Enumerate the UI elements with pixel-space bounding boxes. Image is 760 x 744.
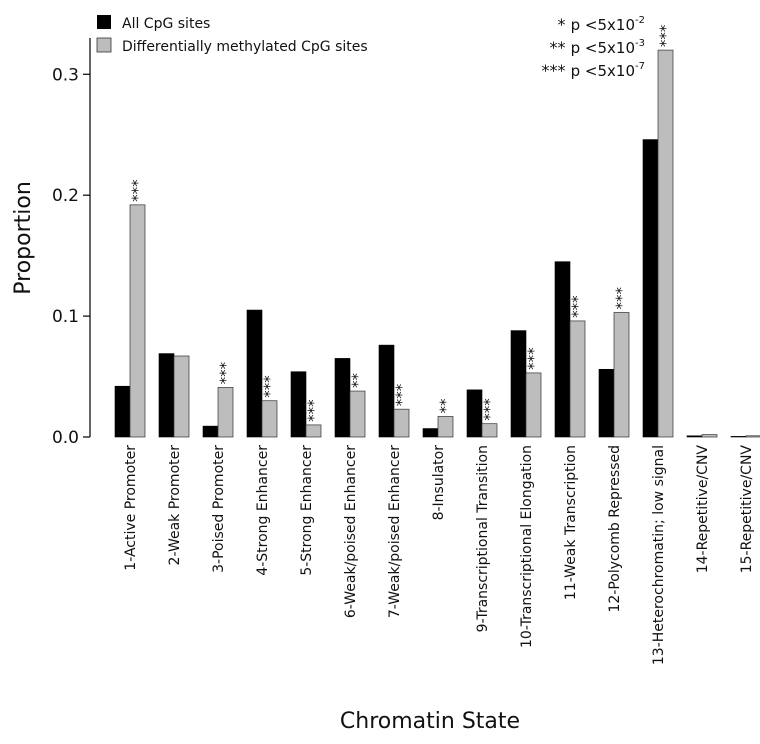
significance-marker: **	[437, 398, 455, 414]
y-tick-label: 0.0	[52, 428, 79, 448]
y-axis-title: Proportion	[11, 181, 36, 295]
x-tick-label: 14-Repetitive/CNV	[695, 445, 711, 574]
significance-marker: ***	[525, 347, 543, 370]
significance-stars: *	[558, 15, 571, 34]
bar-all-cpg	[114, 385, 131, 438]
significance-legend-entry: * p <5x10-2	[558, 15, 645, 34]
y-tick-label: 0.2	[52, 186, 79, 206]
bar-all-cpg	[158, 353, 175, 438]
bar-all-cpg	[510, 330, 527, 438]
significance-marker: ***	[217, 361, 235, 384]
significance-marker: ***	[613, 286, 631, 309]
x-tick-label: 10-Transcriptional Elongation	[519, 445, 535, 648]
significance-marker: **	[349, 373, 367, 389]
significance-legend: * p <5x10-2 ** p <5x10-3 *** p <5x10-7	[542, 15, 645, 80]
significance-legend-entry: ** p <5x10-3	[550, 38, 645, 57]
x-tick-label: 1-Active Promoter	[123, 445, 139, 571]
bar-all-cpg	[642, 139, 659, 438]
bar-dm-cpg	[393, 408, 410, 438]
significance-marker: ***	[657, 24, 675, 47]
bar-all-cpg	[290, 371, 307, 438]
bar-dm-cpg	[613, 312, 630, 438]
x-tick-label: 6-Weak/poised Enhancer	[343, 445, 359, 618]
x-tick-label: 12-Polycomb Repressed	[607, 445, 623, 613]
bar-dm-cpg	[129, 204, 146, 438]
x-tick-label: 3-Poised Promoter	[211, 445, 227, 573]
significance-marker: ***	[393, 383, 411, 406]
bar-dm-cpg	[657, 49, 674, 438]
x-tick-label: 9-Transcriptional Transition	[475, 445, 491, 632]
bar-all-cpg	[246, 309, 263, 438]
legend-swatch-all-cpg	[97, 15, 111, 29]
bar-dm-cpg	[745, 435, 760, 438]
bar-dm-cpg	[569, 320, 586, 438]
x-axis-title: Chromatin State	[340, 709, 520, 734]
bar-all-cpg	[730, 436, 747, 438]
bar-all-cpg	[378, 344, 395, 438]
bar-dm-cpg	[173, 355, 190, 438]
significance-marker: ***	[481, 398, 499, 421]
bar-dm-cpg	[525, 372, 542, 438]
x-tick-label: 7-Weak/poised Enhancer	[387, 445, 403, 618]
significance-markers: ***************** ** ********* ******	[129, 24, 675, 422]
bar-dm-cpg	[437, 416, 454, 438]
x-ticks: 1-Active Promoter 2-Weak Promoter 3-Poised…	[123, 445, 755, 666]
y-tick-label: 0.3	[52, 65, 79, 85]
bar-dm-cpg	[305, 424, 322, 438]
x-tick-label: 4-Strong Enhancer	[255, 445, 271, 576]
bar-dm-cpg	[701, 434, 718, 438]
bar-dm-cpg	[349, 390, 366, 438]
x-tick-label: 13-Heterochromatin; low signal	[651, 445, 667, 665]
significance-marker: ***	[305, 399, 323, 422]
legend-label-all-cpg: All CpG sites	[122, 16, 210, 32]
x-tick-label: 5-Strong Enhancer	[299, 445, 315, 576]
bar-dm-cpg	[261, 400, 278, 438]
x-tick-label: 15-Repetitive/CNV	[739, 445, 755, 574]
y-ticks: 0.0 0.1 0.2 0.3	[52, 65, 90, 448]
x-tick-label: 11-Weak Transcription	[563, 445, 579, 600]
bars	[114, 49, 760, 438]
y-tick-label: 0.1	[52, 307, 79, 327]
bar-all-cpg	[598, 368, 615, 438]
bar-all-cpg	[686, 435, 703, 438]
legend: All CpG sites Differentially methylated …	[96, 15, 368, 55]
significance-marker: ***	[129, 179, 147, 202]
bar-all-cpg	[422, 428, 439, 438]
x-tick-label: 8-Insulator	[431, 445, 447, 521]
bar-all-cpg	[554, 261, 571, 438]
bar-all-cpg	[334, 358, 351, 438]
legend-swatch-dm-cpg	[96, 37, 112, 53]
significance-stars: **	[550, 38, 571, 57]
bar-all-cpg	[466, 389, 483, 438]
significance-marker: ***	[569, 295, 587, 318]
legend-label-dm-cpg: Differentially methylated CpG sites	[122, 39, 368, 55]
significance-marker: ***	[261, 375, 279, 398]
bar-all-cpg	[202, 425, 219, 438]
x-tick-label: 2-Weak Promoter	[167, 445, 183, 566]
bar-dm-cpg	[217, 387, 234, 438]
significance-stars: ***	[542, 61, 571, 80]
significance-legend-entry: *** p <5x10-7	[542, 61, 645, 80]
bar-dm-cpg	[481, 423, 498, 438]
